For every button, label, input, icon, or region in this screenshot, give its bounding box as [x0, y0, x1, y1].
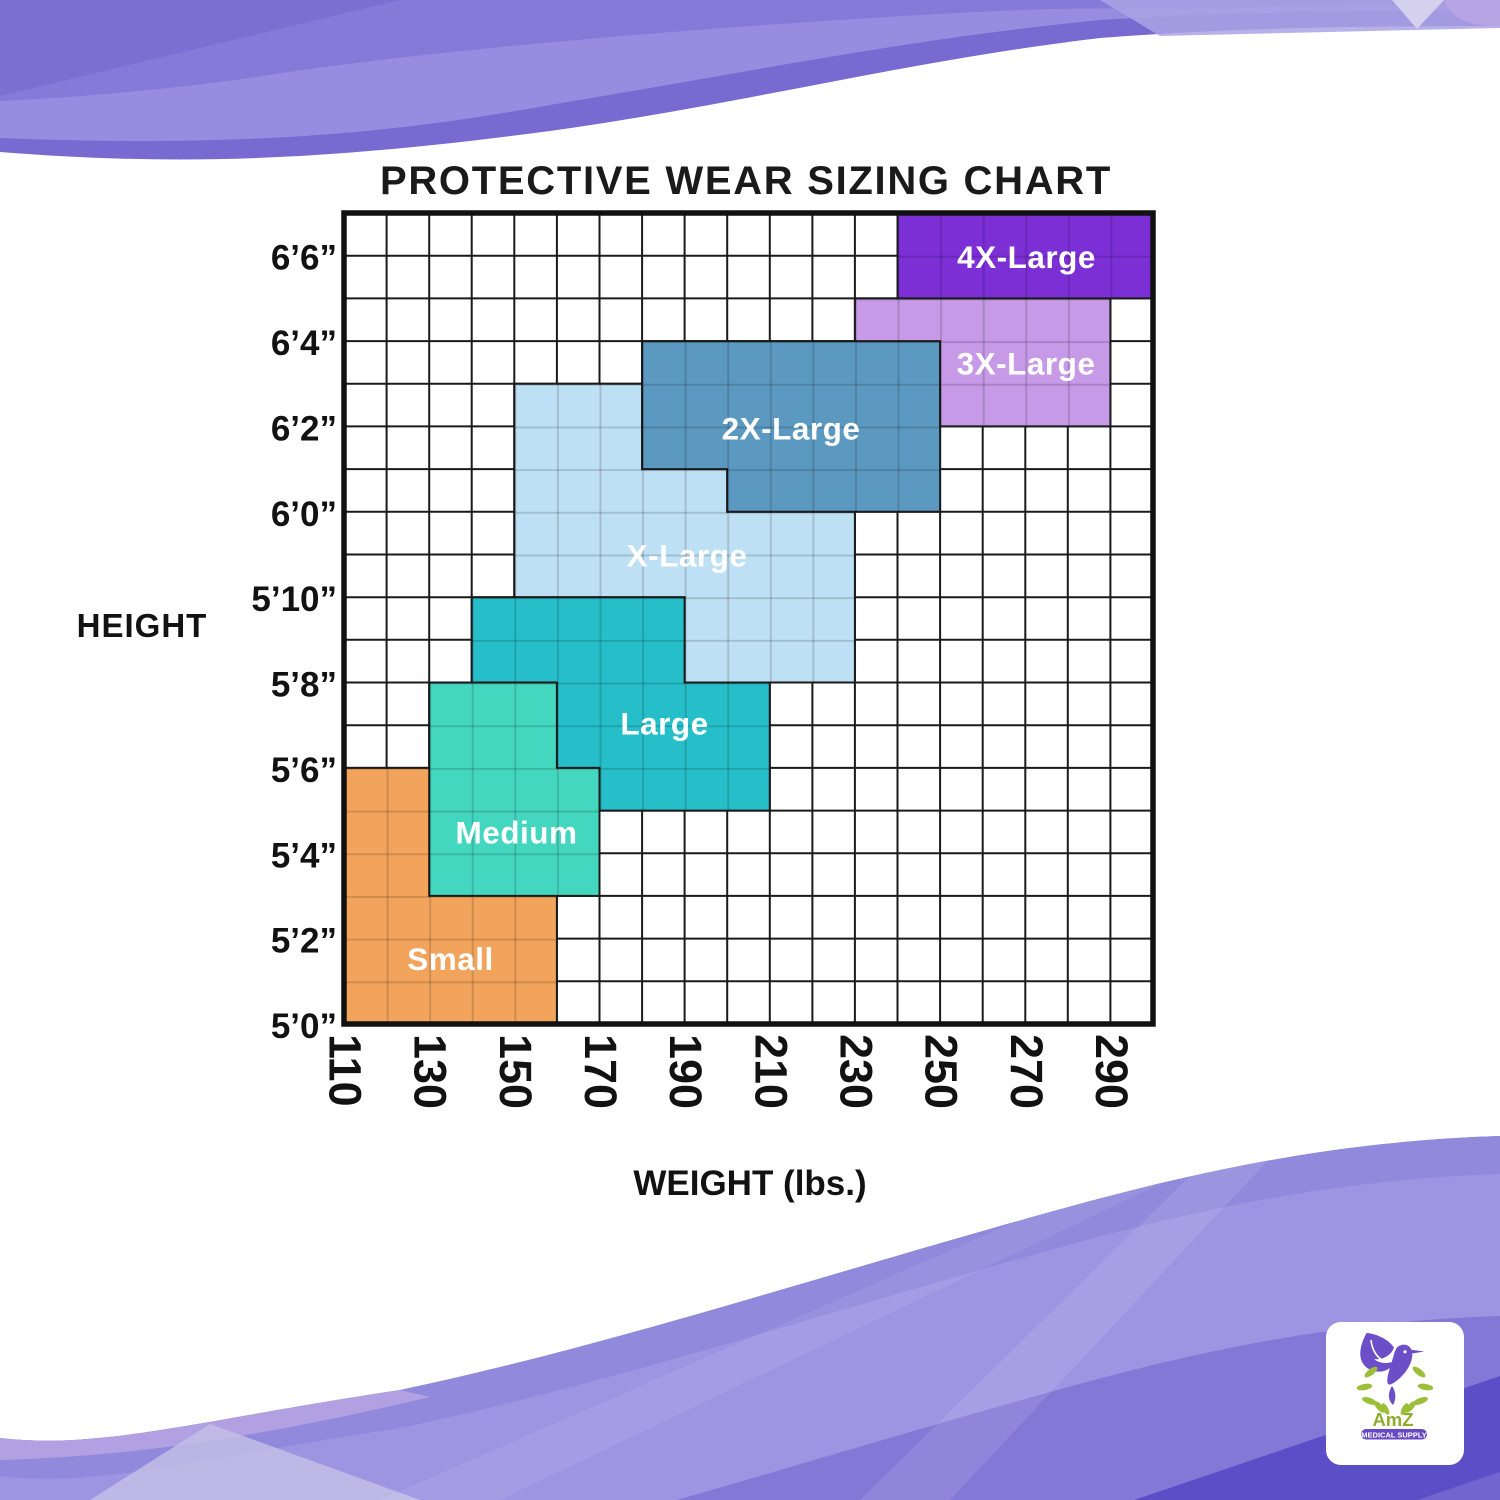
svg-text:270: 270: [1001, 1034, 1052, 1109]
svg-text:290: 290: [1086, 1034, 1137, 1109]
svg-text:4X-Large: 4X-Large: [957, 239, 1096, 275]
svg-text:2X-Large: 2X-Large: [722, 411, 861, 447]
svg-text:6’0”: 6’0”: [271, 495, 337, 534]
svg-text:210: 210: [745, 1034, 796, 1109]
svg-text:250: 250: [916, 1034, 967, 1109]
svg-text:AmZ: AmZ: [1372, 1409, 1413, 1430]
svg-text:X-Large: X-Large: [627, 538, 748, 574]
svg-text:6’4”: 6’4”: [271, 324, 337, 363]
svg-text:190: 190: [660, 1034, 711, 1109]
svg-text:5’8”: 5’8”: [271, 666, 337, 705]
svg-text:170: 170: [575, 1034, 626, 1109]
svg-text:110: 110: [320, 1034, 371, 1107]
svg-text:230: 230: [830, 1034, 881, 1109]
svg-text:5’0”: 5’0”: [271, 1007, 337, 1046]
svg-text:6’6”: 6’6”: [271, 239, 337, 278]
svg-text:5’10”: 5’10”: [251, 580, 337, 619]
svg-text:6’2”: 6’2”: [271, 409, 337, 448]
svg-text:5’6”: 5’6”: [271, 751, 337, 790]
svg-text:MEDICAL SUPPLY: MEDICAL SUPPLY: [1361, 1430, 1426, 1439]
svg-text:HEIGHT: HEIGHT: [77, 607, 208, 644]
svg-text:5’2”: 5’2”: [271, 922, 337, 961]
svg-text:Large: Large: [620, 706, 708, 742]
svg-text:Medium: Medium: [455, 815, 577, 851]
svg-text:5’4”: 5’4”: [271, 836, 337, 875]
svg-text:Small: Small: [407, 941, 494, 977]
svg-text:PROTECTIVE WEAR SIZING CHART: PROTECTIVE WEAR SIZING CHART: [380, 159, 1112, 203]
svg-text:130: 130: [405, 1034, 456, 1109]
svg-text:150: 150: [490, 1034, 541, 1109]
svg-text:WEIGHT (lbs.): WEIGHT (lbs.): [633, 1164, 866, 1203]
svg-text:3X-Large: 3X-Large: [957, 346, 1096, 382]
